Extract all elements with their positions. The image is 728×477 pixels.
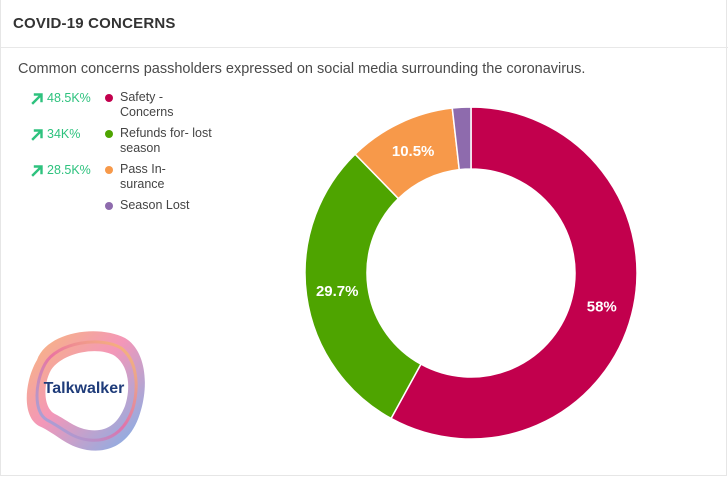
widget-subtitle: Common concerns passholders expressed on…	[18, 61, 586, 77]
chart-legend: 48.5K% Safety - Concerns 34K% Refunds fo…	[31, 90, 212, 218]
slice-value-label: 10.5%	[392, 143, 435, 160]
slice-refunds[interactable]	[304, 153, 422, 420]
slice-safety-concerns[interactable]	[390, 106, 638, 440]
legend-item-insurance[interactable]: 28.5K% Pass In- surance	[31, 162, 211, 198]
slice-value-label: 29.7%	[316, 283, 359, 300]
trend-indicator: 28.5K%	[31, 162, 91, 178]
logo-text: Talkwalker	[44, 380, 125, 397]
trend-up-arrow-icon	[31, 164, 43, 177]
legend-item-refunds[interactable]: 34K% Refunds for- lost season	[31, 126, 212, 162]
widget-header: COVID-19 CONCERNS	[1, 0, 728, 48]
legend-dot	[105, 202, 113, 210]
donut-chart: 58% 29.7% 10.5%	[304, 106, 638, 440]
talkwalker-logo: Talkwalker	[26, 331, 145, 451]
legend-label: Safety - Concerns	[120, 90, 174, 119]
trend-indicator: 34K%	[31, 126, 80, 142]
slice-value-label: 58%	[587, 299, 617, 316]
widget-title: COVID-19 CONCERNS	[13, 15, 176, 32]
legend-label: Season Lost	[120, 198, 190, 212]
legend-dot	[105, 166, 113, 174]
legend-label: Pass In- surance	[120, 162, 166, 191]
legend-label: Refunds for- lost season	[120, 126, 212, 155]
trend-up-arrow-icon	[31, 92, 43, 105]
legend-item-safety[interactable]: 48.5K% Safety - Concerns	[31, 90, 211, 126]
trend-indicator: 48.5K%	[31, 90, 91, 106]
slice-season-lost[interactable]	[451, 106, 472, 171]
trend-up-arrow-icon	[31, 128, 43, 141]
legend-dot	[105, 94, 113, 102]
trend-value: 34K%	[47, 127, 81, 141]
trend-value: 28.5K%	[47, 163, 91, 177]
legend-item-season-lost[interactable]: Season Lost	[31, 198, 211, 218]
trend-value: 48.5K%	[47, 91, 91, 105]
legend-dot	[105, 130, 113, 138]
